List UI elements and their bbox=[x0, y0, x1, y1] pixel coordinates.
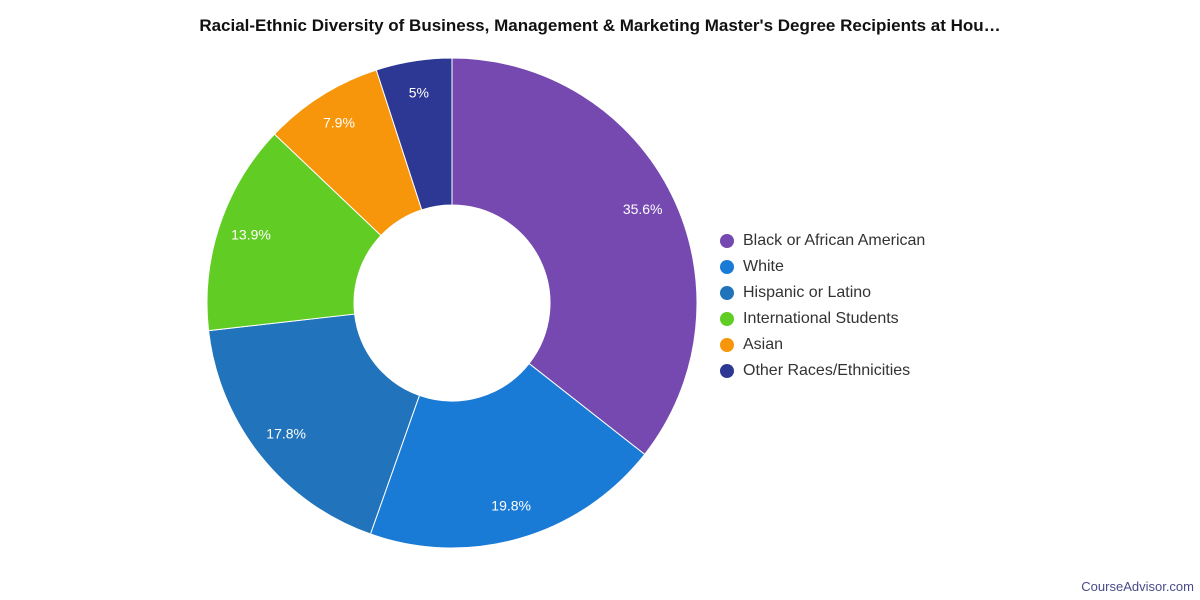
slice-label-3: 17.8% bbox=[266, 426, 306, 442]
legend-swatch-3 bbox=[720, 286, 734, 300]
legend-swatch-2 bbox=[720, 260, 734, 274]
chart-legend: Black or African American White Hispanic o… bbox=[720, 228, 925, 384]
pie-slice-4 bbox=[206, 133, 382, 332]
legend-label-2: White bbox=[743, 258, 784, 275]
pie-slice-1 bbox=[451, 57, 698, 456]
slice-label-6: 5% bbox=[409, 84, 429, 100]
legend-label-5: Asian bbox=[743, 336, 784, 353]
pie-slice-6 bbox=[375, 57, 453, 211]
legend-swatch-6 bbox=[720, 364, 734, 378]
legend-swatch-1 bbox=[720, 234, 734, 248]
legend-label-1: Black or African American bbox=[743, 232, 926, 249]
legend-label-6: Other Races/Ethnicities bbox=[743, 362, 911, 379]
pie-slice-2 bbox=[369, 362, 646, 549]
legend-item-2: White bbox=[720, 254, 925, 280]
slice-label-5: 7.9% bbox=[323, 114, 355, 130]
legend-label-4: International Students bbox=[743, 310, 899, 327]
legend-item-6: Other Races/Ethnicities bbox=[720, 358, 925, 384]
legend-swatch-5 bbox=[720, 338, 734, 352]
legend-swatch-4 bbox=[720, 312, 734, 326]
legend-item-5: Asian bbox=[720, 332, 925, 358]
legend-item-3: Hispanic or Latino bbox=[720, 280, 925, 306]
legend-item-4: International Students bbox=[720, 306, 925, 332]
source-credit: CourseAdvisor.com bbox=[1081, 579, 1194, 594]
legend-item-1: Black or African American bbox=[720, 228, 925, 254]
slice-label-1: 35.6% bbox=[623, 201, 663, 217]
chart-title: Racial-Ethnic Diversity of Business, Man… bbox=[199, 16, 1001, 35]
slice-label-4: 13.9% bbox=[231, 226, 271, 242]
slice-label-2: 19.8% bbox=[491, 497, 531, 513]
legend-label-3: Hispanic or Latino bbox=[743, 284, 872, 301]
pie-slice-3 bbox=[208, 313, 421, 535]
